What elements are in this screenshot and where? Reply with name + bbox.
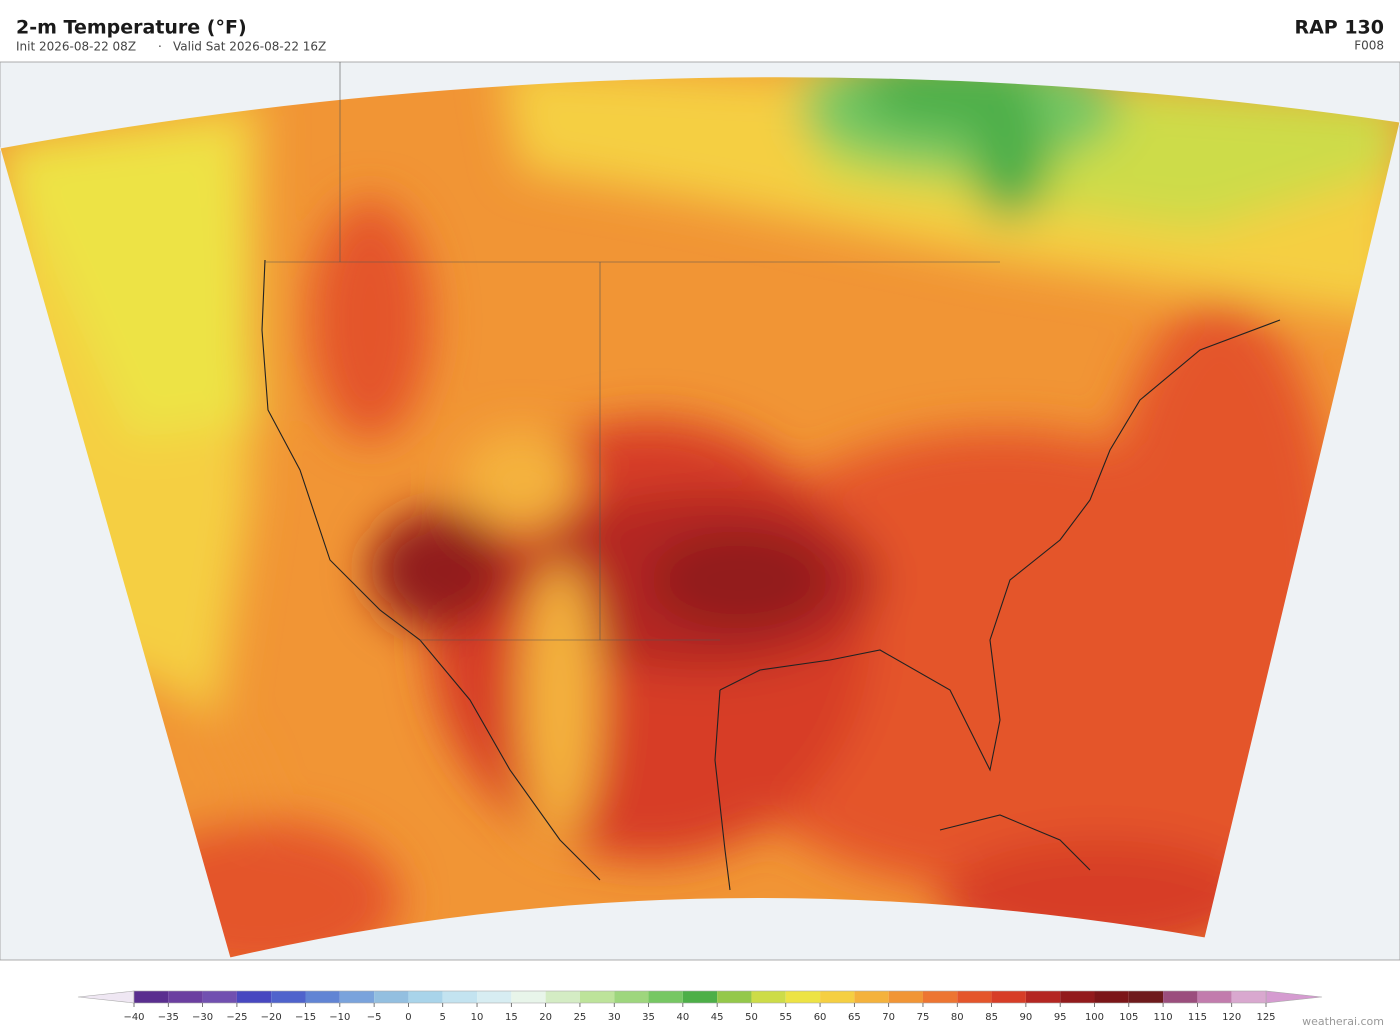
colorbar-swatch [202,991,237,1003]
colorbar-swatch [991,991,1026,1003]
colorbar-swatch [339,991,375,1003]
colorbar-tick-label: 45 [711,1012,724,1023]
colorbar-tick-label: 15 [505,1012,518,1023]
colorbar-tick-label: 5 [440,1012,446,1023]
colorbar-tick-label: 120 [1222,1012,1241,1023]
colorbar-tick-label: 80 [951,1012,964,1023]
colorbar-swatch [1025,991,1061,1003]
credit: weatherai.com [1302,1015,1384,1028]
colorbar-swatch [477,991,512,1003]
colorbar-tick-label: 30 [608,1012,621,1023]
colorbar-over [1265,990,1323,1004]
colorbar-swatch [236,991,272,1003]
colorbar-swatch [511,991,546,1003]
title: 2-m Temperature (°F) [16,17,247,39]
colorbar-tick-label: 105 [1119,1012,1138,1023]
forecast-hour: F008 [1354,39,1384,53]
model: RAP 130 [1294,17,1384,39]
colorbar-tick-label: −35 [158,1012,179,1023]
valid-time: Valid Sat 2026-08-22 16Z [173,40,326,54]
colorbar-tick-label: −20 [261,1012,282,1023]
colorbar-tick-label: 90 [1020,1012,1033,1023]
colorbar-swatch [374,991,409,1003]
colorbar-swatch [1197,991,1232,1003]
colorbar-swatch [922,991,958,1003]
colorbar-tick-label: 115 [1188,1012,1207,1023]
colorbar-tick-label: 55 [779,1012,792,1023]
colorbar-swatch [305,991,340,1003]
colorbar-under [77,990,135,1004]
colorbar-swatch [271,991,306,1003]
colorbar-tick-label: 10 [471,1012,484,1023]
colorbar-frame [133,990,1267,1004]
colorbar-swatch [1060,991,1095,1003]
colorbar-tick-label: −40 [123,1012,144,1023]
map [0,61,1400,961]
colorbar-swatch [408,991,443,1003]
colorbar-tick-label: −10 [329,1012,350,1023]
colorbar-swatch [717,991,752,1003]
colorbar-swatch [614,991,649,1003]
colorbar-swatch [1094,991,1129,1003]
colorbar-tick-label: 125 [1256,1012,1275,1023]
colorbar-swatch [442,991,478,1003]
colorbar-tick-label: 35 [642,1012,655,1023]
colorbar-swatch [545,991,580,1003]
colorbar-tick-label: 95 [1054,1012,1067,1023]
colorbar-swatch [134,991,169,1003]
separator: · [158,40,162,54]
colorbar-swatch [682,991,718,1003]
colorbar-tick-label: 85 [985,1012,998,1023]
colorbar-swatch [957,991,992,1003]
colorbar-tick-label: −15 [295,1012,316,1023]
colorbar-swatch [1128,991,1164,1003]
colorbar-tick-label: 20 [539,1012,552,1023]
colorbar-tick-label: 65 [848,1012,861,1023]
colorbar-swatch [854,991,889,1003]
init-time: Init 2026-08-22 08Z [16,40,136,54]
colorbar-swatch [168,991,203,1003]
colorbar-tick-label: −30 [192,1012,213,1023]
colorbar-swatch [579,991,615,1003]
colorbar-tick-label: 25 [574,1012,587,1023]
colorbar-swatch [648,991,683,1003]
colorbar-tick-label: 75 [917,1012,930,1023]
colorbar-tick-label: 0 [405,1012,411,1023]
colorbar-tick-label: 50 [745,1012,758,1023]
colorbar-swatch [1163,991,1198,1003]
colorbar-tick-label: 70 [882,1012,895,1023]
colorbar-tick-label: −5 [367,1012,382,1023]
colorbar-tick-label: 110 [1154,1012,1173,1023]
colorbar-tick-label: 40 [676,1012,689,1023]
colorbar-tick-label: 60 [814,1012,827,1023]
colorbar-swatch [751,991,786,1003]
temperature-field [0,76,1400,959]
colorbar-swatch [888,991,923,1003]
colorbar-tick-label: 100 [1085,1012,1104,1023]
colorbar-swatch [785,991,821,1003]
colorbar-swatch [820,991,855,1003]
colorbar-swatch [1231,991,1266,1003]
colorbar: −40 −35 −30 −25 −20 −15 −10 −5 0 5 10 15 20 25 30 35 40 4… [77,990,1323,1023]
colorbar-tick-label: −25 [226,1012,247,1023]
